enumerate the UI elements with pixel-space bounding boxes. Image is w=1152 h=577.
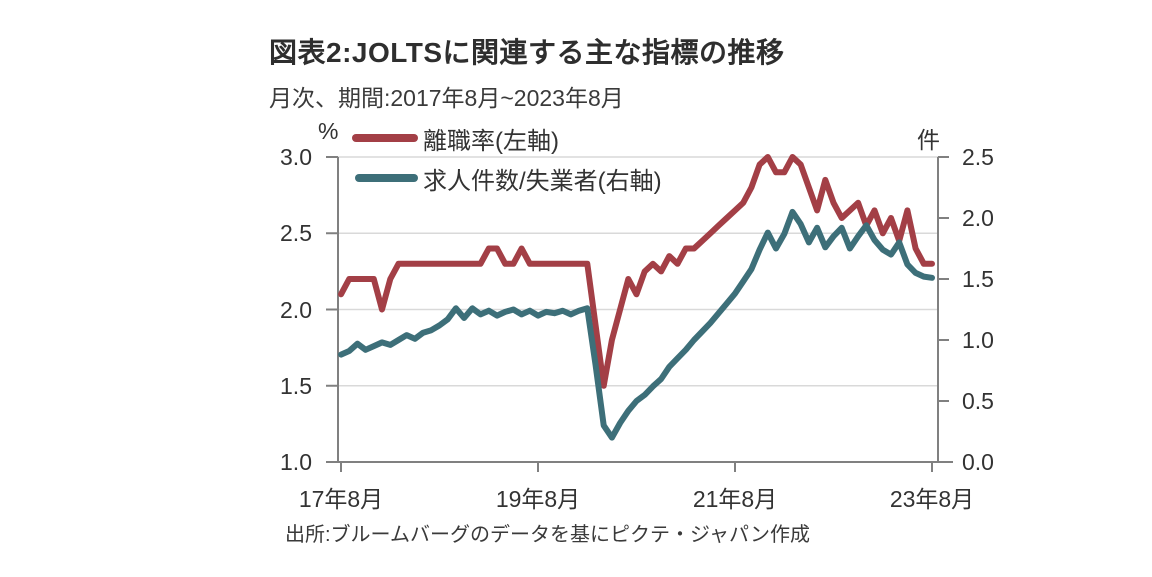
right-axis-tick-label: 0.5 <box>962 388 994 414</box>
left-axis-unit-label: % <box>318 118 339 144</box>
right-axis-tick-label: 2.0 <box>962 205 994 231</box>
left-axis-tick-label: 3.0 <box>280 144 312 170</box>
legend-label-quits-rate: 離職率(左軸) <box>423 128 559 155</box>
quits-rate-line <box>338 154 935 389</box>
source-note: 出所:ブルームバーグのデータを基にピクテ・ジャパン作成 <box>285 524 810 546</box>
chart-title: 図表2:JOLTSに関連する主な指標の推移 <box>269 37 785 68</box>
legend-swatch-quits-line <box>352 134 418 142</box>
x-axis-tick-label: 23年8月 <box>889 486 975 512</box>
right-axis-tick-label: 1.0 <box>962 327 994 353</box>
legend-swatch-openings-ratio-line <box>355 174 418 182</box>
x-axis-tick-label: 19年8月 <box>495 486 581 512</box>
left-axis-tick-label: 1.0 <box>280 449 312 475</box>
left-axis-tick-label: 2.0 <box>280 296 312 323</box>
right-axis-tick-label: 1.5 <box>962 266 994 292</box>
right-axis-unit-label: 件 <box>917 127 940 153</box>
openings-per-unemployed-line <box>338 208 935 441</box>
right-axis-tick-label: 0.0 <box>962 449 994 475</box>
legend-label-openings-ratio: 求人件数/失業者(右軸) <box>423 168 662 195</box>
right-axis-tick-label: 2.5 <box>962 144 994 170</box>
chart-subtitle: 月次、期間:2017年8月~2023年8月 <box>269 85 624 111</box>
left-axis-tick-label: 1.5 <box>280 372 312 399</box>
x-axis-tick-label: 21年8月 <box>692 486 778 512</box>
left-axis-tick-label: 2.5 <box>280 220 312 247</box>
x-axis-tick-label: 17年8月 <box>298 486 384 512</box>
